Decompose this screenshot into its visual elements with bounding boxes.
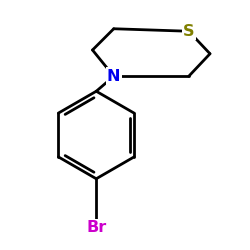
Text: S: S xyxy=(183,24,194,39)
Text: Br: Br xyxy=(86,220,106,235)
Text: N: N xyxy=(107,69,120,84)
